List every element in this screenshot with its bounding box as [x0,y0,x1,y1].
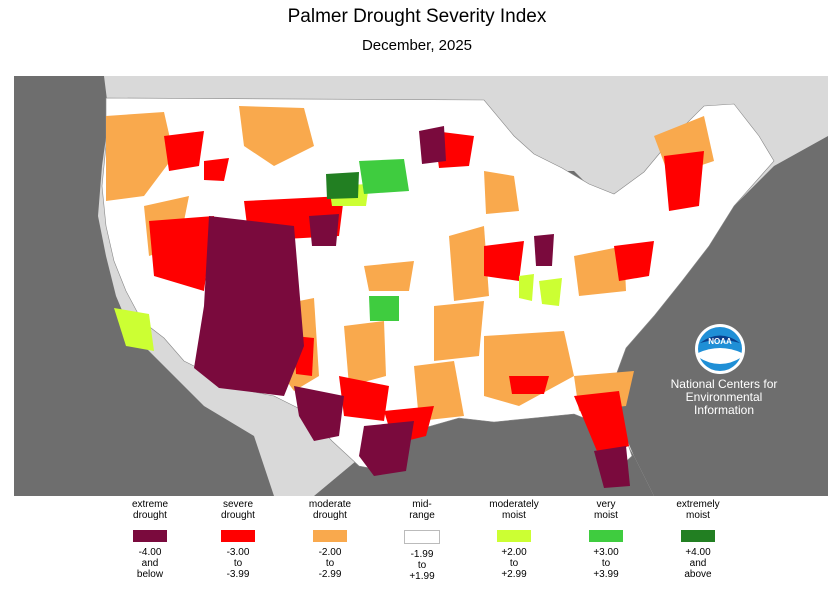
legend-range: +4.00 and above [684,547,712,580]
legend-range: -4.00 and below [136,547,164,580]
legend-item-extreme-drought: extreme drought -4.00 and below [100,497,200,580]
legend-item-moderately-moist: moderately moist +2.00 to +2.99 [464,497,564,580]
legend-label: moderately moist [489,499,539,521]
legend-item-severe-drought: severe drought -3.00 to -3.99 [188,497,288,580]
legend-label: moderate drought [308,499,352,521]
noaa-logo-icon: NOAA [695,324,745,374]
legend-swatch [497,530,531,542]
credit-line-1: National Centers for [670,377,778,391]
extreme-drought-regions [194,126,630,488]
credit-line-3: Information [693,403,755,417]
pacific-ocean [14,76,274,496]
legend-range: -1.99 to +1.99 [409,549,435,582]
legend-swatch [133,530,167,542]
legend: extreme drought -4.00 and below severe droug… [100,497,800,592]
legend-label: extreme drought [131,499,169,521]
legend-label: very moist [594,499,618,521]
credit-text: National Centers for Environmental Infor… [654,378,794,417]
legend-swatch [313,530,347,542]
logo-text: NOAA [708,337,732,346]
moist-regions [114,159,562,351]
legend-range: -2.00 to -2.99 [318,547,342,580]
gulf-of-mexico [314,411,654,496]
legend-label: mid-range [409,499,435,521]
legend-swatch [681,530,715,542]
legend-item-moderate-drought: moderate drought -2.00 to -2.99 [280,497,380,580]
legend-swatch [404,530,440,544]
legend-range: -3.00 to -3.99 [226,547,250,580]
drought-map: NOAA National Centers for Environmental … [14,76,828,496]
legend-swatch [221,530,255,542]
map-title: Palmer Drought Severity Index [287,6,547,27]
legend-range: +3.00 to +3.99 [593,547,619,580]
legend-item-very-moist: very moist +3.00 to +3.99 [556,497,656,580]
atlantic-ocean [609,136,828,496]
legend-range: +2.00 to +2.99 [501,547,527,580]
legend-swatch [589,530,623,542]
legend-item-mid-range: mid-range -1.99 to +1.99 [372,497,472,582]
legend-item-extremely-moist: extremely moist +4.00 and above [648,497,748,580]
map-subtitle: December, 2025 [361,37,473,54]
credit-line-2: Environmental [685,390,763,404]
legend-label: severe drought [221,499,255,521]
us-map-svg [14,76,828,496]
legend-label: extremely moist [676,499,720,521]
